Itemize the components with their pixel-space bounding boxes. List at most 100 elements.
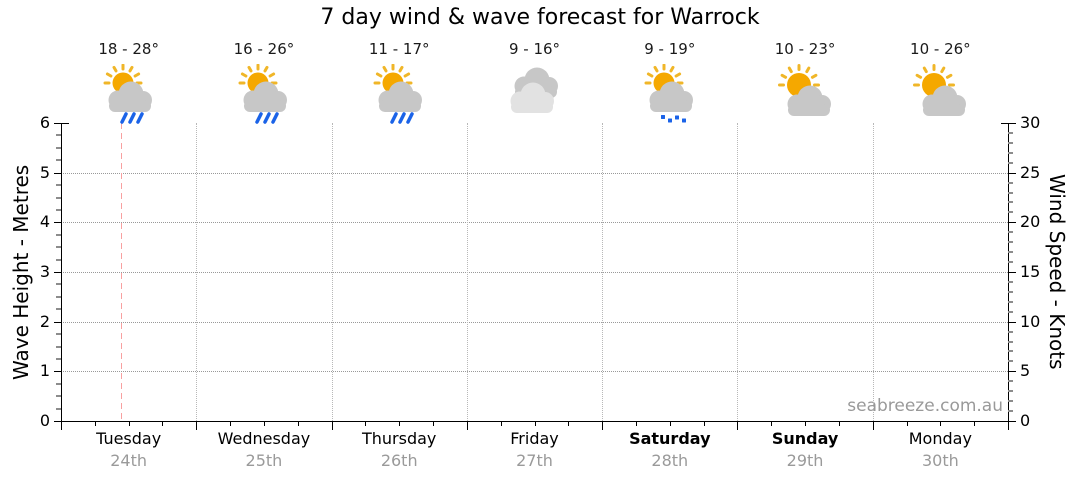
right-axis-minor-tick [1008,310,1013,313]
right-axis-minor-tick [1008,261,1013,264]
watermark: seabreeze.com.au [847,396,1003,416]
bottom-axis-minor-tick [230,421,232,426]
right-axis-minor-tick [1008,300,1013,303]
right-axis-tick-label: 10 [1020,311,1041,331]
right-axis-minor-tick [1008,241,1013,244]
temp-range: 18 - 28° [98,40,159,58]
left-axis-minor-tick [56,196,61,199]
day-date: 30th [921,451,959,470]
bottom-axis-tick [737,421,739,430]
right-axis-minor-tick [1008,350,1013,353]
day-name: Saturday [629,429,711,448]
left-axis-tick [54,321,61,323]
right-axis-tick [1008,222,1016,224]
bottom-axis-tick [61,421,62,430]
day-name: Monday [908,429,972,448]
left-axis-tick [54,371,61,373]
day-label-monday: Monday 30th [874,429,1006,470]
left-axis-tick-label: 0 [39,411,50,430]
bottom-axis-minor-tick [906,421,908,426]
bottom-axis-minor-tick [805,421,807,426]
left-axis-minor-tick [56,146,61,149]
bottom-axis-minor-tick [635,421,637,426]
bottom-axis-minor-tick [534,421,536,426]
bottom-axis-minor-tick [500,421,502,426]
day-column-saturday: 9 - 19° [604,40,736,126]
right-axis-minor-tick [1008,400,1013,403]
day-label-saturday: Saturday 28th [604,429,736,470]
right-axis-minor-tick [1008,161,1013,164]
right-axis-minor-tick [1008,390,1013,393]
left-axis-minor-tick [56,308,61,311]
gridline-day-boundary [196,123,198,421]
left-axis-minor-tick [56,159,61,162]
bottom-axis-minor-tick [162,421,164,426]
right-axis-tick [1008,371,1016,373]
weather-icon-sun-cloud-rain [373,64,423,124]
bottom-axis-minor-tick [568,421,570,426]
right-axis-minor-tick [1008,360,1013,363]
day-column-thursday: 11 - 17° [333,40,465,126]
right-axis-tick [1008,421,1016,422]
temp-range: 10 - 23° [774,40,836,58]
chart-title: 7 day wind & wave forecast for Warrock [320,5,760,30]
left-axis-minor-tick [56,134,61,137]
left-axis-minor-tick [56,382,61,385]
right-axis-top-cap [1001,123,1009,124]
day-name: Tuesday [96,429,162,448]
bottom-axis-minor-tick [703,421,705,426]
left-axis-tick-label: 5 [39,162,50,182]
left-axis-minor-tick [56,295,61,298]
day-date: 25th [245,451,283,470]
left-axis-minor-tick [56,407,61,410]
day-column-tuesday: 18 - 28° [63,40,195,126]
left-axis-minor-tick [56,184,61,187]
right-axis-tick [1008,172,1016,174]
bottom-axis-minor-tick [771,421,773,426]
left-axis-minor-tick [56,395,61,398]
day-date: 26th [380,451,418,470]
right-axis-minor-tick [1008,330,1013,333]
right-axis-tick [1008,123,1016,124]
bottom-axis-tick [196,421,198,430]
left-axis-tick-label: 3 [39,262,50,281]
right-axis-tick-label: 30 [1020,113,1041,132]
day-column-monday: 10 - 26° [874,40,1006,126]
weather-icon-sun-cloud [778,64,832,116]
day-label-thursday: Thursday 26th [333,429,465,470]
right-axis-tick [1008,321,1016,323]
right-axis-minor-tick [1008,211,1013,214]
bottom-axis-minor-tick [128,421,130,426]
current-time-marker [120,123,122,421]
right-axis-minor-tick [1008,290,1013,293]
day-column-sunday: 10 - 23° [739,40,871,126]
gridline-day-boundary [737,123,739,421]
temp-range: 9 - 16° [508,40,561,58]
weather-icon-sun-cloud-rain [238,64,287,124]
right-axis-tick-label: 15 [1020,262,1041,281]
day-label-tuesday: Tuesday 24th [63,429,195,470]
right-axis-tick-label: 0 [1020,411,1031,430]
left-axis-tick [54,123,61,124]
bottom-axis-minor-tick [838,421,840,426]
left-axis-tick-label: 2 [39,311,50,331]
right-axis-tick [1008,272,1016,273]
left-axis-minor-tick [56,233,61,236]
bottom-axis-minor-tick [297,421,299,426]
day-date: 24th [110,451,148,470]
temp-range: 11 - 17° [368,40,430,58]
left-axis-tick-label: 4 [39,212,50,232]
right-axis-minor-tick [1008,181,1013,184]
right-axis-minor-tick [1008,131,1013,134]
gridline-day-boundary [466,123,468,421]
left-axis-minor-tick [56,345,61,348]
day-date: 27th [516,451,553,470]
bottom-axis-minor-tick [669,421,671,426]
day-label-friday: Friday 27th [469,429,601,470]
temp-range: 10 - 26° [910,40,971,58]
right-axis-minor-tick [1008,201,1013,204]
bottom-axis-minor-tick [974,421,976,426]
bottom-axis-minor-tick [94,421,96,426]
bottom-axis-minor-tick [433,421,435,426]
